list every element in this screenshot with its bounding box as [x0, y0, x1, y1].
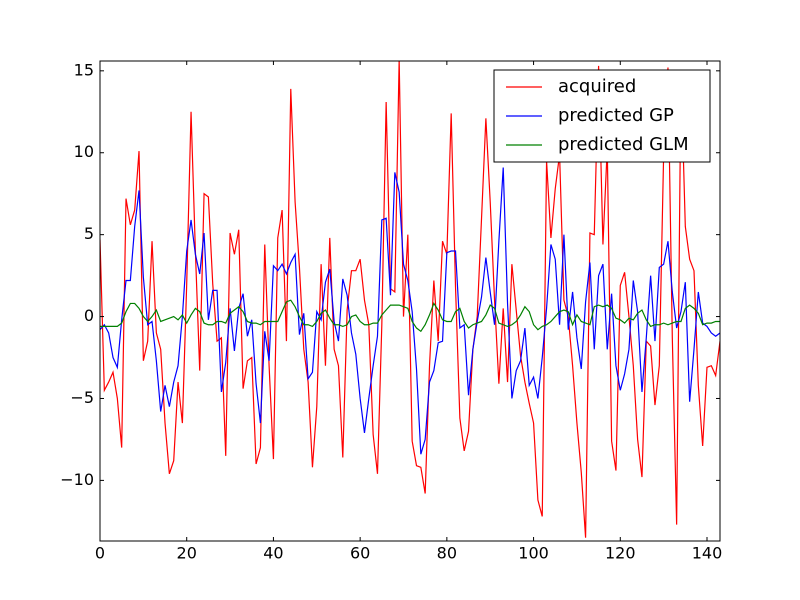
- x-tick-label: 60: [350, 544, 370, 563]
- legend-box: [493, 69, 711, 163]
- x-tick-label: 20: [177, 544, 197, 563]
- legend: acquired predicted GP predicted GLM: [493, 69, 711, 163]
- x-tick-label: 100: [518, 544, 549, 563]
- y-tick-label: 5: [84, 224, 94, 243]
- x-tick-label: 40: [263, 544, 283, 563]
- y-tick-label: −10: [60, 470, 94, 489]
- y-tick-label: 10: [74, 142, 94, 161]
- data-line: [100, 61, 720, 538]
- data-line: [100, 299, 720, 333]
- x-tick-label: 140: [692, 544, 723, 563]
- plot-frame: [99, 60, 721, 542]
- x-tick-label: 0: [95, 544, 105, 563]
- y-tick-label: −5: [70, 388, 94, 407]
- legend-label: acquired: [558, 76, 636, 97]
- x-tick-label: 120: [605, 544, 636, 563]
- legend-label: predicted GLM: [558, 134, 689, 155]
- y-tick-label: 0: [84, 306, 94, 325]
- data-line: [100, 167, 720, 455]
- y-tick-label: 15: [74, 60, 94, 79]
- legend-label: predicted GP: [558, 105, 674, 126]
- x-tick-label: 80: [437, 544, 457, 563]
